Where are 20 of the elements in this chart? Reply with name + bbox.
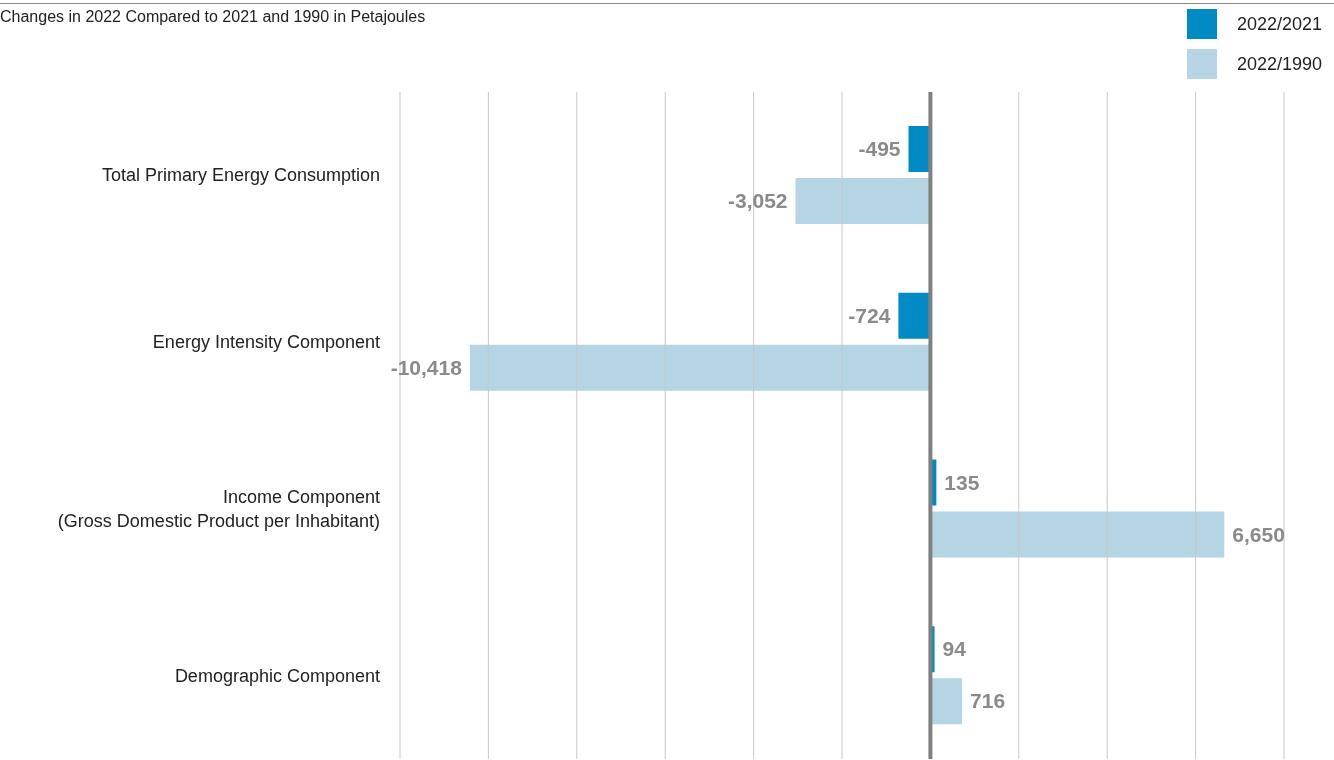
data-label: -724 (848, 303, 891, 327)
bar (898, 292, 931, 339)
bar (930, 511, 1225, 558)
data-label: 94 (942, 637, 967, 661)
data-label: 716 (970, 689, 1006, 713)
data-label: -495 (858, 137, 901, 160)
legend-label: 2022/2021 (1236, 13, 1322, 35)
text: Changes in 2022 Compared to 2021 and 1990 in Petajoules (0, 8, 426, 26)
bar (795, 178, 931, 224)
bar (469, 344, 931, 391)
y-tick-label: Income Component (Gross Domestic Product per Inhabitant) (57, 486, 380, 531)
y-tick-label: Demographic Component (174, 665, 380, 686)
legend-label: 2022/1990 (1236, 53, 1322, 75)
data-label: 6,650 (1232, 522, 1285, 546)
y-tick-label: Energy Intensity Component (152, 332, 380, 353)
y-tick-label: Total Primary Energy Consumption (101, 165, 380, 186)
data-label: -3,052 (727, 189, 788, 212)
bar (930, 678, 963, 725)
data-label: 135 (944, 470, 980, 494)
data-label: -10,418 (390, 355, 463, 379)
